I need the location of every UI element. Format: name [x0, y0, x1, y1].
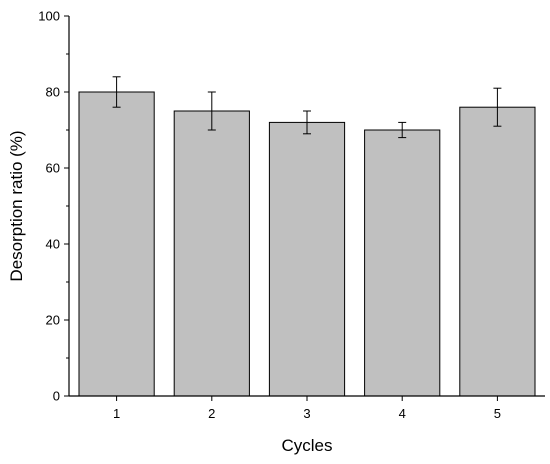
bars-layer — [78, 91, 536, 397]
bar-cycle-1 — [78, 91, 155, 397]
y-axis-title: Desorption ratio (%) — [7, 130, 26, 281]
y-ticks-layer: 0 20 40 60 80 100 — [38, 9, 69, 404]
y-tick-label: 60 — [46, 161, 60, 176]
y-tick-label: 100 — [38, 9, 60, 24]
bar-cycle-3 — [268, 121, 346, 397]
error-bar-cycle-4 — [398, 121, 407, 139]
y-tick-label: 80 — [46, 85, 60, 100]
bar-cycle-2 — [173, 110, 250, 397]
x-tick-label: 4 — [399, 406, 406, 421]
bar-cycle-4 — [364, 129, 441, 397]
y-tick-label: 0 — [53, 389, 60, 404]
x-tick-label: 5 — [494, 406, 501, 421]
error-bar-cycle-3 — [303, 110, 311, 135]
x-tick-label: 1 — [113, 406, 120, 421]
x-tick-label: 3 — [303, 406, 310, 421]
error-bar-cycle-1 — [112, 76, 121, 108]
bar-cycle-5 — [459, 106, 536, 397]
error-bar-cycle-2 — [207, 91, 216, 131]
error-bars-layer — [112, 76, 502, 139]
x-tick-label: 2 — [208, 406, 215, 421]
y-tick-label: 40 — [46, 237, 60, 252]
x-axis-title: Cycles — [281, 436, 332, 455]
y-tick-label: 20 — [46, 313, 60, 328]
error-bar-cycle-5 — [493, 87, 502, 127]
x-ticks-layer: 1 2 3 4 5 — [113, 396, 501, 421]
